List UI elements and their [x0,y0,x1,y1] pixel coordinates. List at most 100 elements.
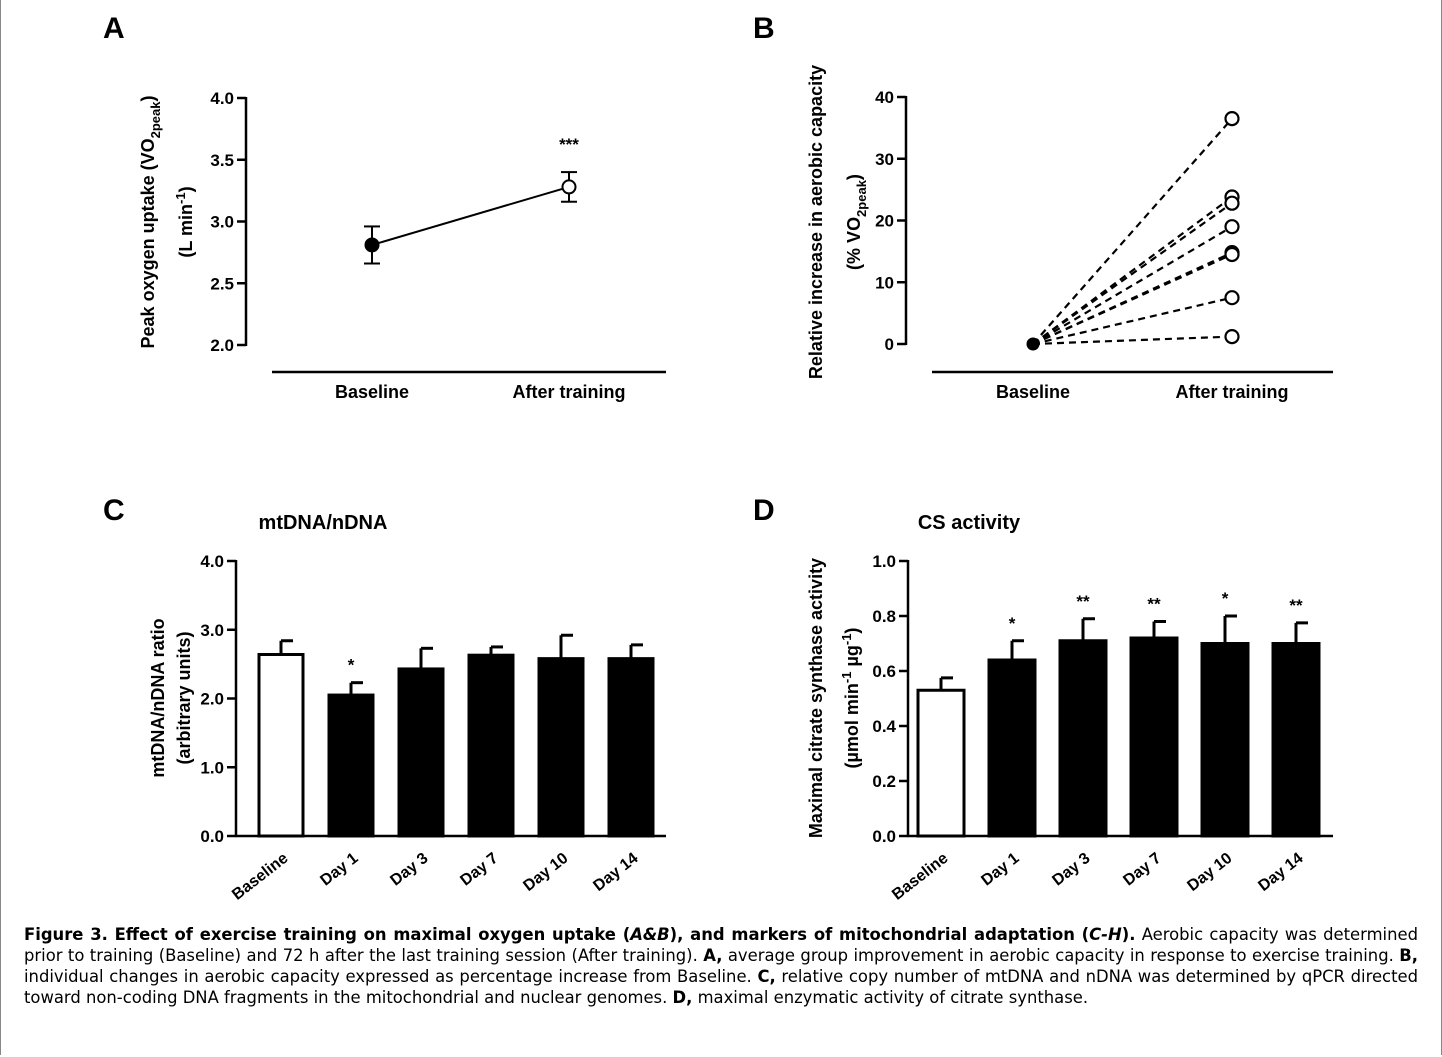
chart-d-significance-label: ** [1147,595,1161,614]
chart-c-x-tick-label: Day 14 [590,850,641,895]
chart-c-x-tick-label: Day 7 [457,850,501,890]
chart-b-x-tick-label: After training [1175,382,1288,402]
chart-b-y-tick-label: 10 [875,273,894,292]
caption-label-c: C, [757,967,776,986]
chart-d-bar [987,658,1037,838]
chart-c-x-tick-label: Day 1 [317,850,361,890]
chart-d-x-tick-label: Day 14 [1255,850,1306,895]
chart-b-y-tick-label: 0 [885,335,894,354]
chart-a-x-tick-label: Baseline [335,382,409,402]
chart-d-y-tick-label: 0.2 [872,772,896,791]
chart-a-y-tick-label: 3.5 [210,151,234,170]
chart-c-bar [607,657,655,838]
chart-d-title: CS activity [918,512,1021,534]
chart-c-x-tick-label: Day 10 [520,850,571,895]
panel-letter-d: D [753,494,775,527]
chart-c-significance-label: * [348,656,355,675]
chart-c-y-tick-label: 3.0 [200,621,224,640]
chart-c-bar [257,653,305,838]
chart-b-y-tick-label: 30 [875,150,894,169]
chart-c-bar [467,653,515,838]
chart-b-y-tick-label: 40 [875,88,894,107]
chart-a-ylabel-line1: Peak oxygen uptake (VO2peak) [138,96,163,349]
chart-d-significance-label: * [1009,614,1016,633]
caption-text-b: individual changes in aerobic capacity e… [24,967,758,986]
chart-d-y-tick-label: 0.8 [872,607,896,626]
chart-a-y-tick-label: 2.0 [210,336,234,355]
chart-c-y-tick-label: 1.0 [200,758,224,777]
chart-a-y-tick-label: 4.0 [210,89,234,108]
chart-c-ylabel-line1: mtDNA/nDNA ratio [148,618,168,777]
chart-a-series-line [371,185,570,246]
caption-figure-title: Figure 3. Effect of exercise training on… [24,925,1136,944]
panel-letter-b: B [753,12,775,45]
caption-label-d: D, [672,988,693,1007]
chart-d-bar [1271,642,1321,838]
chart-c-plot: 0.0 1.0 2.0 3.0 4.0 Baseline * Day 1 Day 3 Day 7 D… [200,552,666,904]
chart-c-y-tick-label: 0.0 [200,827,224,846]
chart-d-bar [1129,636,1179,838]
chart-d-bar [916,688,966,838]
chart-c-bar [327,693,375,838]
chart-c-x-tick-label: Day 3 [387,850,431,890]
chart-b-after-point [1224,328,1240,345]
chart-c-ylabel-line2: (arbitrary units) [174,631,194,764]
chart-d-x-tick-label: Day 1 [978,850,1022,890]
caption-text-a: average group improvement in aerobic cap… [722,946,1400,965]
caption-label-a: A, [703,946,723,965]
chart-d-bar [1200,642,1250,838]
chart-b-after-point [1224,111,1240,127]
chart-a-plot: 2.0 2.5 3.0 3.5 4.0 Baseline After training *** [210,89,666,402]
panel-letter-c: C [103,494,125,527]
chart-b-ylabel-line2: (% VO2peak) [844,174,869,270]
chart-c-title: mtDNA/nDNA [259,512,388,534]
chart-d-y-tick-label: 0.6 [872,662,896,681]
chart-d-plot: 0.0 0.2 0.4 0.6 0.8 1.0 Baseline * Day 1 ** Day 3 *… [872,552,1333,904]
chart-a-ylabel-line2: (L min-1) [173,186,196,257]
chart-d-x-tick-label: Day 3 [1049,850,1093,890]
chart-d-y-tick-label: 1.0 [872,552,896,571]
chart-b-after-point [1224,195,1240,211]
chart-a-x-tick-label: After training [512,382,625,402]
chart-c-y-tick-label: 4.0 [200,552,224,571]
chart-c-y-tick-label: 2.0 [200,690,224,709]
chart-a-significance-label: *** [559,135,579,154]
chart-b-after-point [1224,290,1240,306]
chart-b-plot: 0 10 20 30 40 Baseline After training [875,88,1333,402]
figure-canvas: A B C D mtDNA/nDNA CS activity Peak oxyg… [103,12,1333,904]
chart-a-y-tick-label: 2.5 [210,274,234,293]
chart-d-x-tick-label: Day 7 [1120,850,1164,890]
chart-b-after-point [1224,219,1240,235]
chart-c-bar [537,657,585,838]
chart-b-individual-line [1032,335,1233,346]
chart-d-significance-label: ** [1076,592,1090,611]
chart-d-ylabel-line1: Maximal citrate synthase activity [806,558,826,838]
chart-d-significance-label: ** [1289,596,1303,615]
caption-text-c: relative copy number of mtDNA and nDNA w… [24,967,1418,1007]
chart-d-y-tick-label: 0.0 [872,827,896,846]
chart-a-point [561,179,577,195]
caption-text-intro: Aerobic capacity was determined prior to… [24,925,1418,965]
chart-d-significance-label: * [1222,589,1229,608]
caption-text-d: maximal enzymatic activity of citrate sy… [692,988,1089,1007]
figure-caption: Figure 3. Effect of exercise training on… [24,924,1418,1008]
chart-b-after-point [1224,246,1240,263]
chart-a-y-tick-label: 3.0 [210,213,234,232]
chart-b-individual-line [1032,225,1233,345]
chart-d-y-tick-label: 0.4 [872,717,896,736]
chart-b-ylabel-line1: Relative increase in aerobic capacity [806,65,826,379]
chart-c-bar [397,667,445,838]
chart-d-bar [1058,639,1108,838]
panel-letter-a: A [103,12,125,45]
chart-d-x-tick-label: Day 10 [1184,850,1235,895]
chart-b-individual-line [1032,117,1233,345]
chart-d-x-tick-label: Baseline [889,850,951,904]
chart-b-individual-line [1032,253,1233,346]
chart-b-individual-line [1032,296,1233,346]
chart-b-x-tick-label: Baseline [996,382,1070,402]
chart-d-ylabel-line2: (µmol min-1 µg-1) [839,628,862,769]
chart-c-x-tick-label: Baseline [229,850,291,904]
chart-b-y-tick-label: 20 [875,212,894,231]
chart-b-individual-line [1032,202,1233,345]
caption-label-b: B, [1399,946,1418,965]
